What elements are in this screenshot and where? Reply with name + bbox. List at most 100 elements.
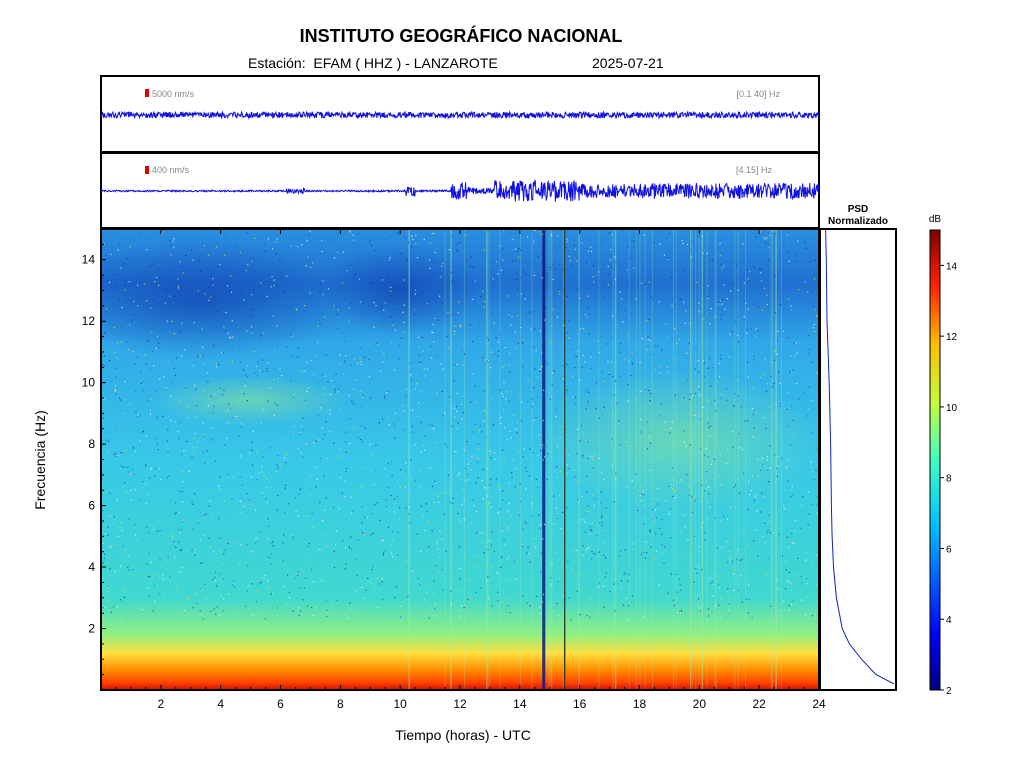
noise-speck	[589, 533, 591, 535]
noise-speck	[487, 548, 489, 551]
noise-speck	[103, 286, 106, 288]
noise-speck	[262, 332, 265, 334]
noise-speck	[794, 520, 797, 522]
noise-speck	[698, 546, 700, 548]
noise-speck	[796, 352, 798, 354]
noise-speck	[807, 386, 810, 388]
noise-speck	[571, 265, 573, 267]
noise-speck	[310, 568, 313, 571]
noise-speck	[727, 458, 729, 460]
noise-speck	[284, 457, 286, 459]
noise-speck	[140, 382, 143, 384]
noise-speck	[649, 340, 651, 342]
noise-speck	[345, 467, 348, 469]
noise-speck	[517, 315, 519, 317]
noise-speck	[352, 614, 354, 616]
noise-speck	[220, 595, 222, 597]
noise-speck	[154, 475, 156, 477]
noise-speck	[460, 478, 462, 480]
noise-speck	[781, 457, 783, 459]
noise-speck	[790, 582, 792, 584]
noise-speck	[497, 591, 499, 593]
noise-speck	[787, 480, 789, 482]
noise-speck	[270, 593, 273, 595]
noise-speck	[804, 559, 807, 561]
noise-speck	[488, 339, 490, 341]
noise-speck	[456, 428, 458, 430]
noise-speck	[549, 269, 551, 271]
noise-speck	[435, 483, 437, 485]
noise-speck	[344, 360, 346, 362]
noise-speck	[687, 539, 689, 541]
noise-speck	[351, 512, 353, 514]
noise-speck	[220, 280, 223, 282]
noise-speck	[601, 371, 603, 373]
noise-speck	[271, 276, 273, 278]
noise-speck	[562, 378, 564, 380]
noise-speck	[653, 557, 656, 559]
noise-speck	[776, 456, 779, 458]
noise-speck	[500, 269, 503, 271]
noise-speck	[674, 497, 677, 499]
noise-speck	[295, 510, 297, 512]
noise-speck	[732, 573, 735, 575]
noise-speck	[291, 335, 293, 337]
noise-speck	[541, 444, 544, 446]
noise-speck	[541, 365, 543, 368]
noise-speck	[697, 385, 699, 388]
noise-speck	[573, 244, 575, 246]
noise-speck	[718, 586, 721, 589]
noise-speck	[360, 438, 362, 441]
noise-speck	[193, 450, 195, 453]
noise-speck	[211, 277, 214, 280]
noise-speck	[786, 234, 788, 236]
noise-speck	[298, 607, 300, 609]
noise-speck	[256, 452, 258, 454]
noise-speck	[551, 372, 554, 374]
noise-speck	[554, 269, 557, 271]
noise-speck	[563, 324, 565, 327]
noise-speck	[428, 617, 430, 619]
noise-speck	[203, 244, 205, 247]
noise-speck	[171, 320, 173, 323]
noise-speck	[509, 612, 511, 614]
noise-speck	[376, 502, 379, 504]
noise-speck	[769, 619, 771, 621]
noise-speck	[212, 344, 214, 346]
noise-speck	[218, 485, 220, 487]
noise-speck	[383, 309, 385, 311]
noise-speck	[174, 556, 176, 558]
noise-speck	[611, 254, 613, 256]
noise-speck	[806, 577, 808, 580]
noise-speck	[170, 419, 172, 422]
noise-speck	[676, 591, 678, 593]
noise-speck	[419, 485, 421, 488]
noise-speck	[419, 363, 421, 365]
noise-speck	[232, 336, 234, 338]
noise-speck	[643, 615, 645, 617]
noise-speck	[720, 263, 722, 266]
noise-speck	[816, 512, 818, 515]
noise-speck	[629, 257, 631, 259]
noise-speck	[592, 553, 595, 555]
noise-speck	[386, 278, 389, 280]
noise-speck	[203, 462, 206, 464]
noise-speck	[384, 397, 386, 399]
noise-speck	[410, 374, 412, 376]
noise-speck	[238, 404, 240, 406]
noise-speck	[538, 514, 540, 516]
y-axis-label: Frecuencia (Hz)	[32, 410, 48, 510]
noise-speck	[462, 489, 465, 491]
date-label: 2025-07-21	[592, 55, 664, 71]
noise-speck	[243, 299, 245, 301]
noise-speck	[463, 353, 466, 355]
noise-speck	[573, 240, 575, 242]
noise-speck	[598, 271, 600, 273]
noise-speck	[502, 449, 504, 452]
noise-speck	[120, 452, 122, 454]
noise-speck	[585, 389, 588, 391]
noise-speck	[393, 289, 395, 291]
noise-speck	[399, 506, 401, 509]
noise-speck	[143, 283, 146, 285]
noise-speck	[689, 322, 691, 324]
